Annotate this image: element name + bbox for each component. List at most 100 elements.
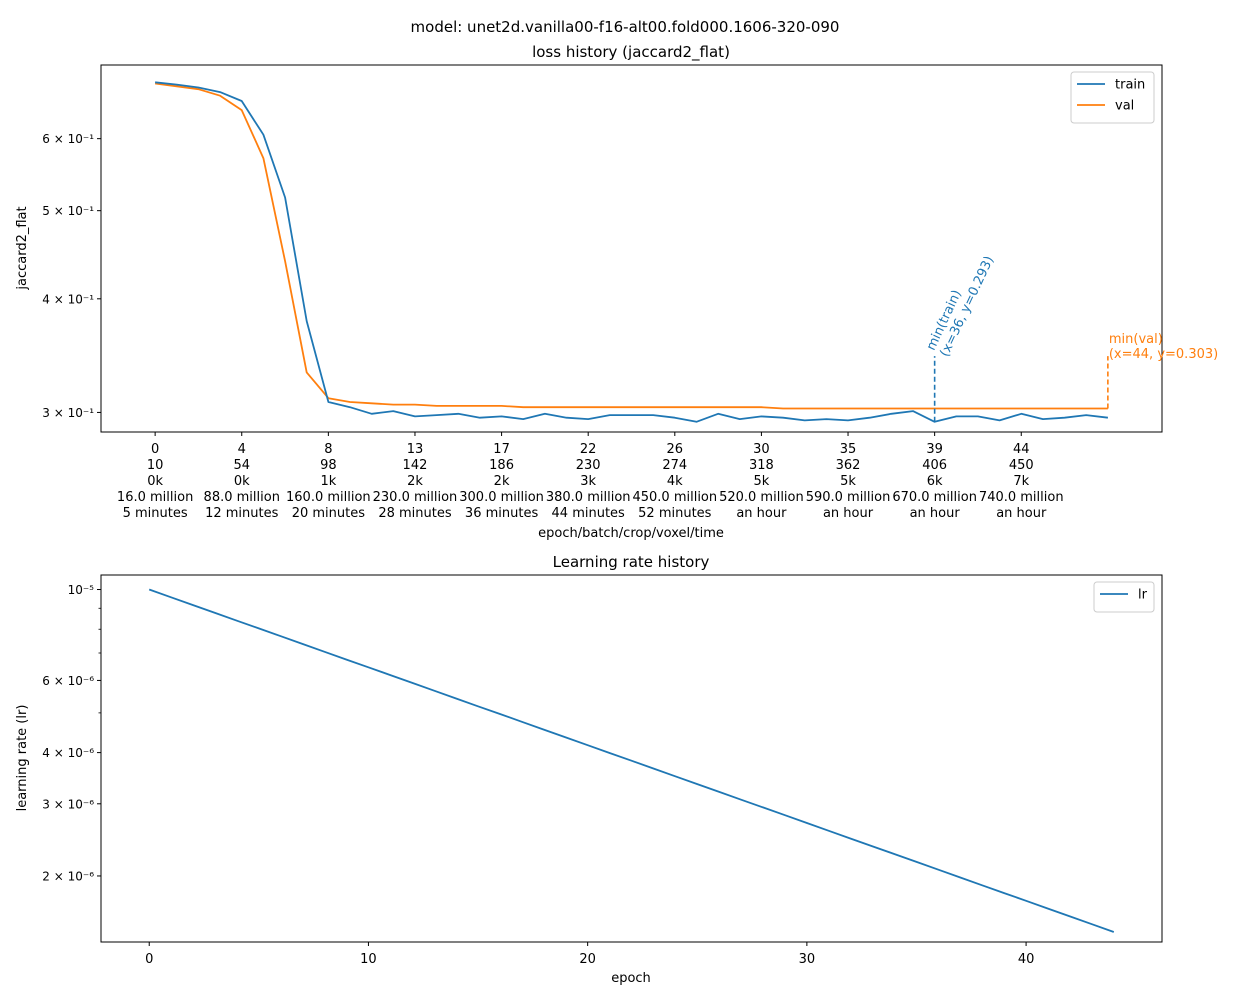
lr-legend-label-lr: lr: [1138, 588, 1148, 603]
loss-chart-xlabel: epoch/batch/crop/voxel/time: [538, 526, 724, 541]
loss-xtick-line: 0: [151, 442, 159, 457]
loss-ytick-label: 3 × 10⁻¹: [42, 406, 94, 420]
lr-xtick-label: 0: [145, 952, 153, 967]
loss-xtick-line: 0k: [234, 474, 250, 489]
loss-xtick-line: 2k: [494, 474, 510, 489]
lr-xtick-label: 30: [799, 952, 816, 967]
loss-xtick-line: 36 minutes: [465, 506, 539, 521]
loss-xtick-label: 17 186 2k 300.0 million 36 minutes: [459, 442, 544, 521]
loss-xtick-line: 4k: [667, 474, 683, 489]
loss-xtick-line: 44: [1013, 442, 1030, 457]
loss-xtick-label: 30 318 5k 520.0 million an hour: [719, 442, 804, 521]
loss-xtick-line: 590.0 million: [806, 490, 891, 505]
loss-xtick-line: 8: [324, 442, 332, 457]
figure-suptitle: model: unet2d.vanilla00-f16-alt00.fold00…: [411, 18, 840, 36]
lr-chart-xlabel: epoch: [611, 971, 651, 986]
loss-xtick-line: 160.0 million: [286, 490, 371, 505]
lr-plot-area: 10⁻⁵ 6 × 10⁻⁶ 4 × 10⁻⁶ 3 × 10⁻⁶ 2 × 10⁻⁶ 0 10 2…: [42, 574, 1163, 967]
loss-xtick-line: 406: [922, 458, 947, 473]
loss-xtick-line: 380.0 million: [546, 490, 631, 505]
loss-xtick-line: 44 minutes: [552, 506, 626, 521]
loss-xtick-line: an hour: [736, 506, 787, 521]
loss-xtick-line: 230: [576, 458, 601, 473]
loss-ytick-label: 5 × 10⁻¹: [42, 204, 94, 218]
loss-xtick-line: 142: [403, 458, 428, 473]
loss-xtick-line: 28 minutes: [378, 506, 452, 521]
loss-xtick-line: an hour: [996, 506, 1047, 521]
lr-xtick-label: 10: [360, 952, 377, 967]
loss-xtick-line: 230.0 million: [373, 490, 458, 505]
loss-legend-label-train: train: [1115, 78, 1145, 93]
lr-ytick-label: 10⁻⁵: [68, 583, 95, 597]
loss-xtick-line: 52 minutes: [638, 506, 712, 521]
loss-xtick-label: 26 274 4k 450.0 million 52 minutes: [632, 442, 717, 521]
lr-chart-title: Learning rate history: [553, 553, 710, 571]
loss-xtick-line: 670.0 million: [892, 490, 977, 505]
loss-xtick-label: 8 98 1k 160.0 million 20 minutes: [286, 442, 371, 521]
loss-xtick-line: 6k: [927, 474, 943, 489]
lr-xtick-label: 40: [1018, 952, 1035, 967]
lr-history-chart: Learning rate history learning rate (lr)…: [15, 553, 1163, 986]
loss-xtick-line: 2k: [407, 474, 423, 489]
lr-legend-box: [1093, 581, 1155, 613]
lr-axes-frame: [100, 574, 1163, 943]
loss-chart-title: loss history (jaccard2_flat): [532, 43, 730, 62]
loss-xtick-line: 22: [580, 442, 597, 457]
loss-series-line-val: [154, 82, 1108, 410]
lr-ytick-label: 3 × 10⁻⁶: [42, 797, 94, 811]
lr-chart-ylabel: learning rate (lr): [15, 705, 30, 812]
lr-ytick-label: 6 × 10⁻⁶: [42, 674, 94, 688]
loss-xtick-line: 5 minutes: [123, 506, 188, 521]
loss-xtick-line: 520.0 million: [719, 490, 804, 505]
loss-xtick-line: 450: [1009, 458, 1034, 473]
loss-xtick-label: 39 406 6k 670.0 million an hour: [892, 442, 977, 521]
loss-xtick-label: 13 142 2k 230.0 million 28 minutes: [373, 442, 458, 521]
loss-xtick-line: 26: [667, 442, 684, 457]
annotation-label-val: min(val) (x=44, y=0.303): [1109, 332, 1218, 362]
loss-xtick-line: 54: [233, 458, 250, 473]
loss-xtick-line: 186: [489, 458, 514, 473]
annotation-label-train: min(train)(x=36, y=0.293): [924, 247, 997, 359]
loss-plot-area: 6 × 10⁻¹5 × 10⁻¹4 × 10⁻¹3 × 10⁻¹0 10 0k 16.…: [42, 64, 1218, 521]
loss-xtick-line: 1k: [320, 474, 336, 489]
loss-series-line-train: [155, 81, 1109, 423]
loss-xtick-line: 16.0 million: [117, 490, 193, 505]
loss-history-chart: loss history (jaccard2_flat) jaccard2_fl…: [15, 43, 1218, 541]
loss-xtick-line: 35: [840, 442, 857, 457]
loss-xtick-line: 318: [749, 458, 774, 473]
loss-xtick-line: 3k: [580, 474, 596, 489]
lr-xtick-label: 20: [579, 952, 596, 967]
loss-xtick-line: 13: [407, 442, 424, 457]
loss-xtick-line: an hour: [910, 506, 961, 521]
loss-xtick-line: 39: [926, 442, 943, 457]
loss-chart-ylabel: jaccard2_flat: [15, 206, 30, 290]
loss-xtick-line: 362: [836, 458, 861, 473]
annotation-line-text: min(val): [1109, 332, 1163, 347]
loss-xtick-line: an hour: [823, 506, 874, 521]
loss-xtick-line: 12 minutes: [205, 506, 279, 521]
loss-ytick-label: 4 × 10⁻¹: [42, 292, 94, 306]
loss-xtick-line: 30: [753, 442, 770, 457]
loss-xtick-line: 740.0 million: [979, 490, 1064, 505]
loss-xtick-line: 10: [147, 458, 164, 473]
loss-xtick-label: 0 10 0k 16.0 million 5 minutes: [117, 442, 193, 521]
loss-xtick-label: 22 230 3k 380.0 million 44 minutes: [546, 442, 631, 521]
loss-xtick-line: 0k: [147, 474, 163, 489]
lr-ytick-label: 2 × 10⁻⁶: [42, 869, 94, 883]
loss-xtick-line: 4: [238, 442, 246, 457]
loss-axes-frame: [100, 64, 1163, 433]
loss-xtick-line: 300.0 million: [459, 490, 544, 505]
loss-xtick-line: 20 minutes: [292, 506, 366, 521]
loss-xtick-label: 35 362 5k 590.0 million an hour: [806, 442, 891, 521]
lr-ytick-label: 4 × 10⁻⁶: [42, 746, 94, 760]
loss-xtick-line: 5k: [840, 474, 856, 489]
loss-xtick-line: 5k: [754, 474, 770, 489]
annotation-line-text: (x=44, y=0.303): [1109, 347, 1218, 362]
loss-xtick-label: 44 450 7k 740.0 million an hour: [979, 442, 1064, 521]
loss-xtick-label: 4 54 0k 88.0 million 12 minutes: [204, 442, 280, 521]
loss-xtick-line: 17: [493, 442, 510, 457]
loss-xtick-line: 88.0 million: [204, 490, 280, 505]
loss-ytick-label: 6 × 10⁻¹: [42, 132, 94, 146]
lr-series-line-lr: [148, 588, 1115, 933]
